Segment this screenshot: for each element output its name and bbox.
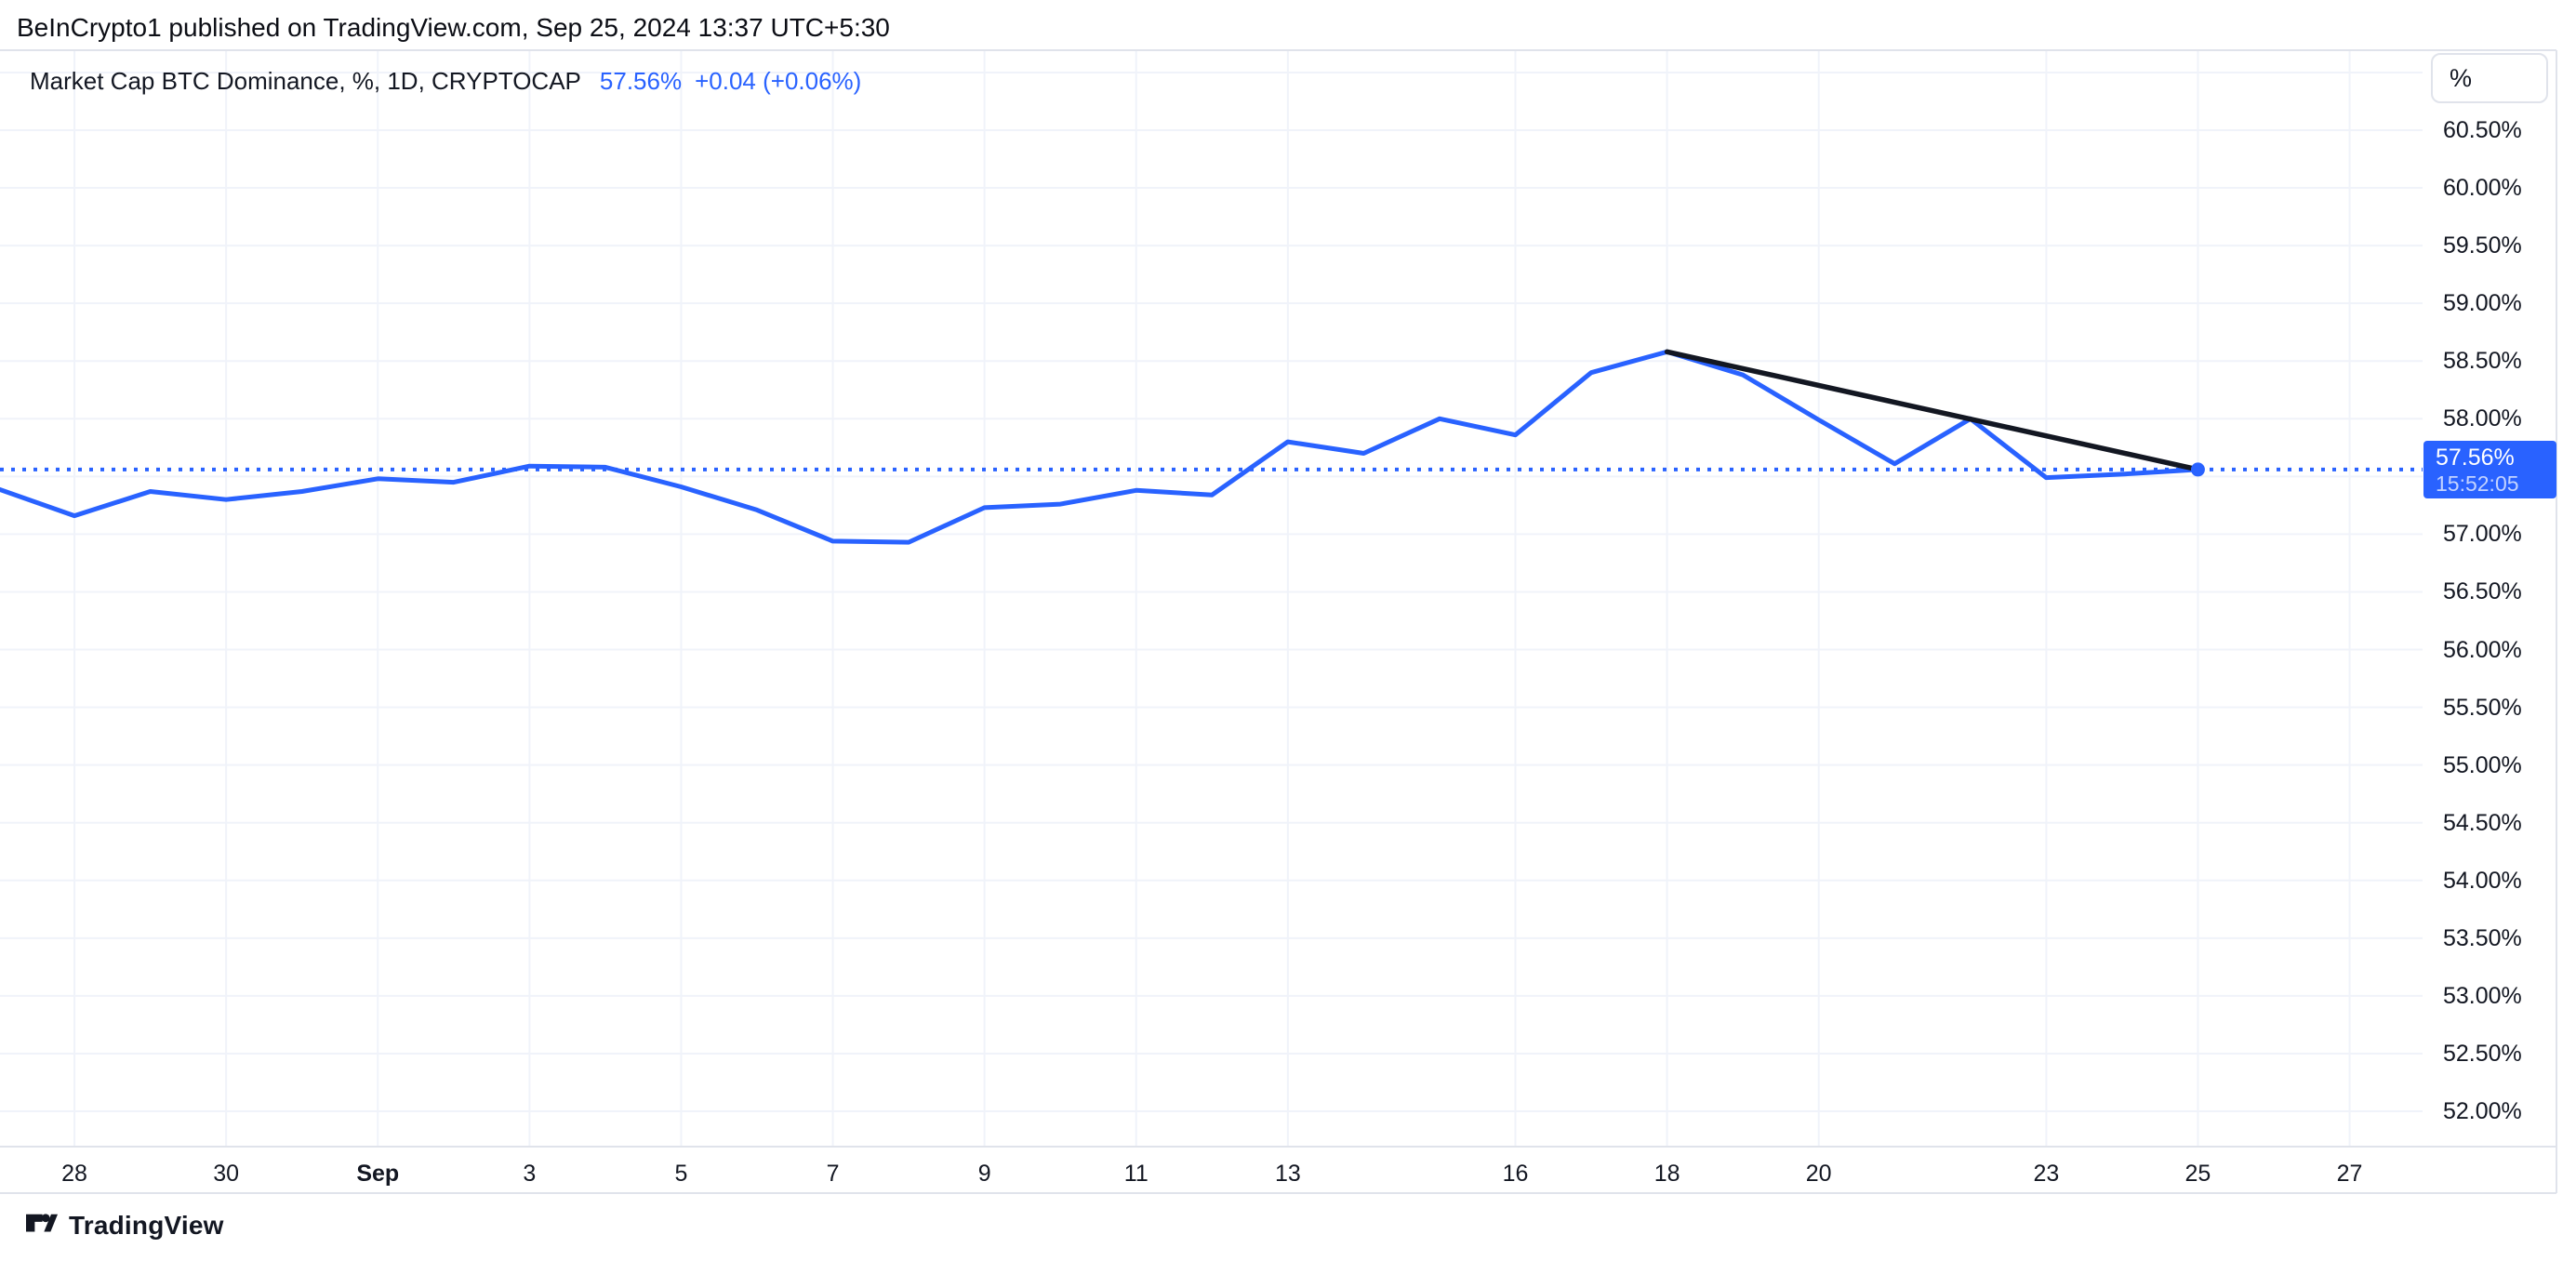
price-tick-label: 52.50% [2443,1040,2522,1067]
attribution-text: BeInCrypto1 published on TradingView.com… [17,13,890,42]
time-tick-label: 28 [61,1161,87,1187]
time-tick-label: 20 [1805,1161,1832,1187]
time-tick-label: 25 [2184,1161,2211,1187]
price-scale-unit-button[interactable]: % [2431,53,2548,103]
legend-title: Market Cap BTC Dominance, %, 1D, CRYPTOC… [30,67,581,95]
tradingview-logo-icon [26,1214,58,1232]
last-price-value: 57.56% [2436,444,2515,471]
last-price-label: 57.56% 15:52:05 [2423,440,2556,498]
time-tick-label: Sep [356,1161,400,1187]
time-tick-label: 5 [674,1161,688,1187]
time-tick-label: 16 [1502,1161,1529,1187]
chart-legend[interactable]: Market Cap BTC Dominance, %, 1D, CRYPTOC… [30,67,861,96]
tradingview-brand-text: TradingView [69,1211,224,1240]
price-tick-label: 55.00% [2443,751,2522,778]
legend-last-value: 57.56% [599,67,683,95]
time-tick-label: 3 [523,1161,537,1187]
time-tick-label: 7 [826,1161,840,1187]
time-tick-label: 13 [1274,1161,1301,1187]
price-tick-label: 54.50% [2443,809,2522,836]
time-tick-label: 11 [1123,1161,1149,1187]
time-tick-label: 9 [977,1161,991,1187]
time-tick-label: 27 [2336,1161,2363,1187]
price-tick-label: 60.00% [2443,175,2522,202]
price-tick-label: 55.50% [2443,694,2522,721]
price-tick-label: 52.00% [2443,1098,2522,1125]
tradingview-attribution[interactable]: TradingView [26,1211,224,1241]
time-tick-label: 18 [1653,1161,1680,1187]
price-tick-label: 57.00% [2443,521,2522,548]
price-tick-label: 58.00% [2443,405,2522,432]
price-tick-label: 58.50% [2443,348,2522,375]
price-tick-label: 60.50% [2443,117,2522,143]
price-tick-label: 53.00% [2443,982,2522,1009]
price-tick-label: 59.00% [2443,290,2522,317]
time-tick-label: 30 [213,1161,240,1187]
trend-line [1664,349,2201,472]
price-tick-label: 56.00% [2443,636,2522,663]
price-tick-label: 56.50% [2443,578,2522,605]
time-tick-label: 23 [2033,1161,2060,1187]
legend-change: +0.04 (+0.06%) [695,67,862,95]
price-tick-label: 53.50% [2443,924,2522,951]
price-tick-label: 59.50% [2443,232,2522,259]
btc-dominance-line [0,349,2200,545]
last-point-marker [2190,462,2205,477]
last-price-time: 15:52:05 [2436,471,2519,496]
price-tick-label: 54.00% [2443,867,2522,894]
